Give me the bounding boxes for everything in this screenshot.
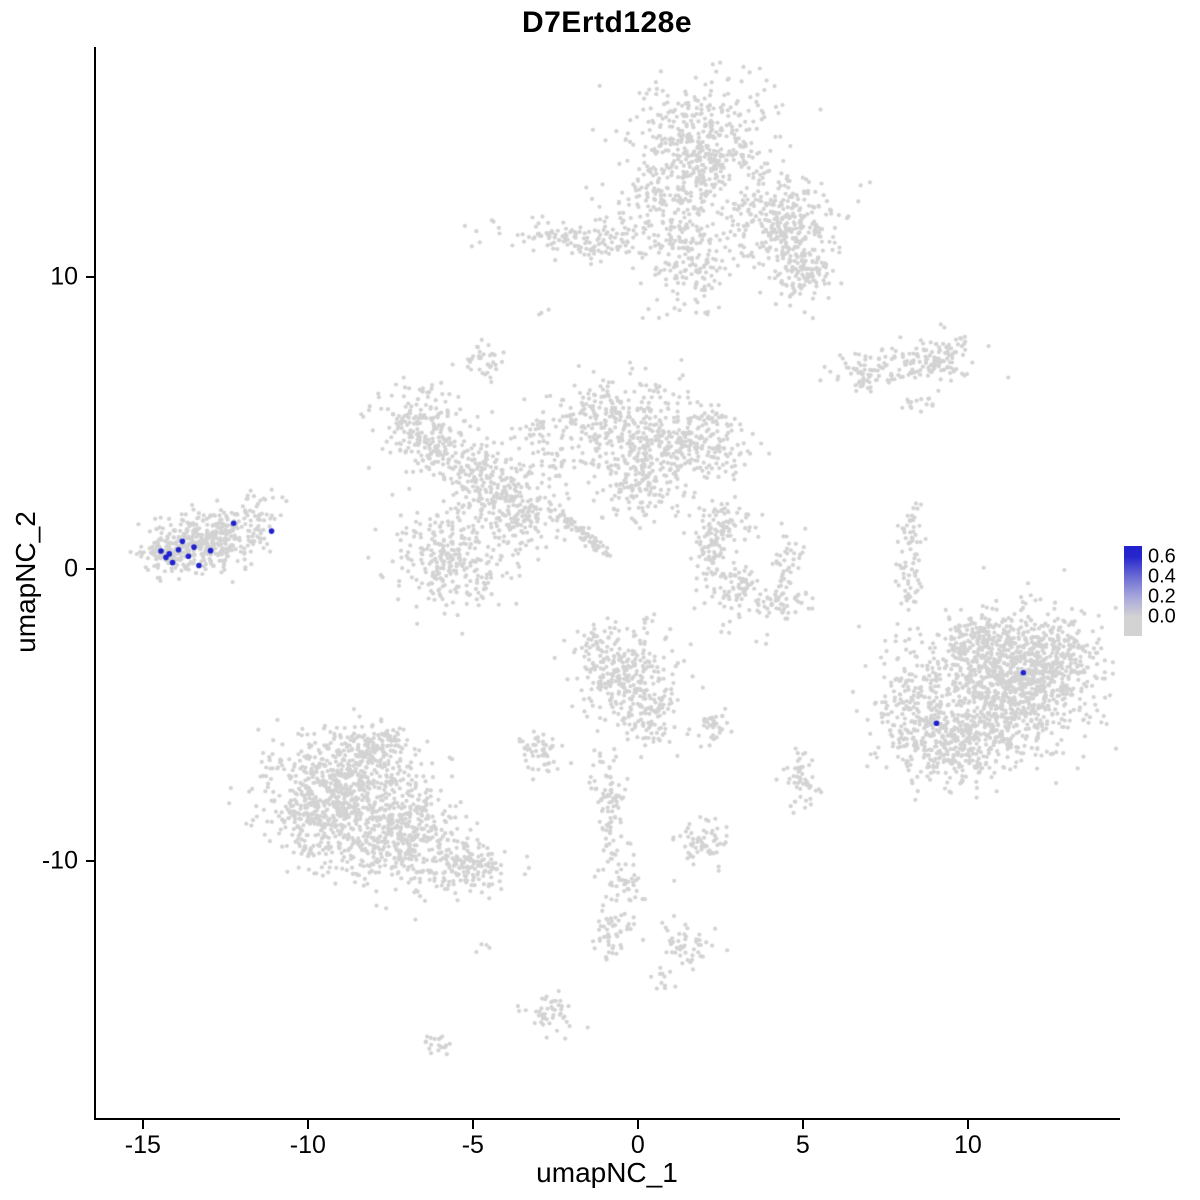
x-tick-label: 10 [953, 1131, 982, 1159]
x-tick-mark [306, 1120, 309, 1129]
y-tick-mark [86, 568, 95, 571]
x-tick-mark [801, 1120, 804, 1129]
x-tick-label: 5 [795, 1131, 810, 1159]
x-tick-label: -10 [289, 1131, 326, 1159]
x-tick-label: -15 [124, 1131, 161, 1159]
y-axis-line [94, 47, 96, 1120]
x-tick-label: -5 [461, 1131, 484, 1159]
legend-gradient-bar [1124, 546, 1142, 636]
y-tick-label: -10 [41, 846, 78, 875]
y-tick-label: 0 [64, 554, 78, 583]
y-tick-mark [86, 276, 95, 279]
x-axis-label: umapNC_1 [536, 1157, 678, 1188]
legend-label: 0.4 [1148, 565, 1176, 588]
plot-title: D7Ertd128e [521, 6, 693, 39]
y-tick-label: 10 [50, 262, 78, 291]
x-axis-line [94, 1118, 1120, 1120]
legend-label: 0.0 [1148, 605, 1176, 628]
y-tick-mark [86, 860, 95, 863]
x-tick-mark [471, 1120, 474, 1129]
legend-label: 0.2 [1148, 585, 1176, 608]
x-tick-label: 0 [630, 1131, 645, 1159]
x-tick-mark [966, 1120, 969, 1129]
x-tick-mark [141, 1120, 144, 1129]
legend-label: 0.6 [1148, 545, 1176, 568]
x-tick-mark [636, 1120, 639, 1129]
